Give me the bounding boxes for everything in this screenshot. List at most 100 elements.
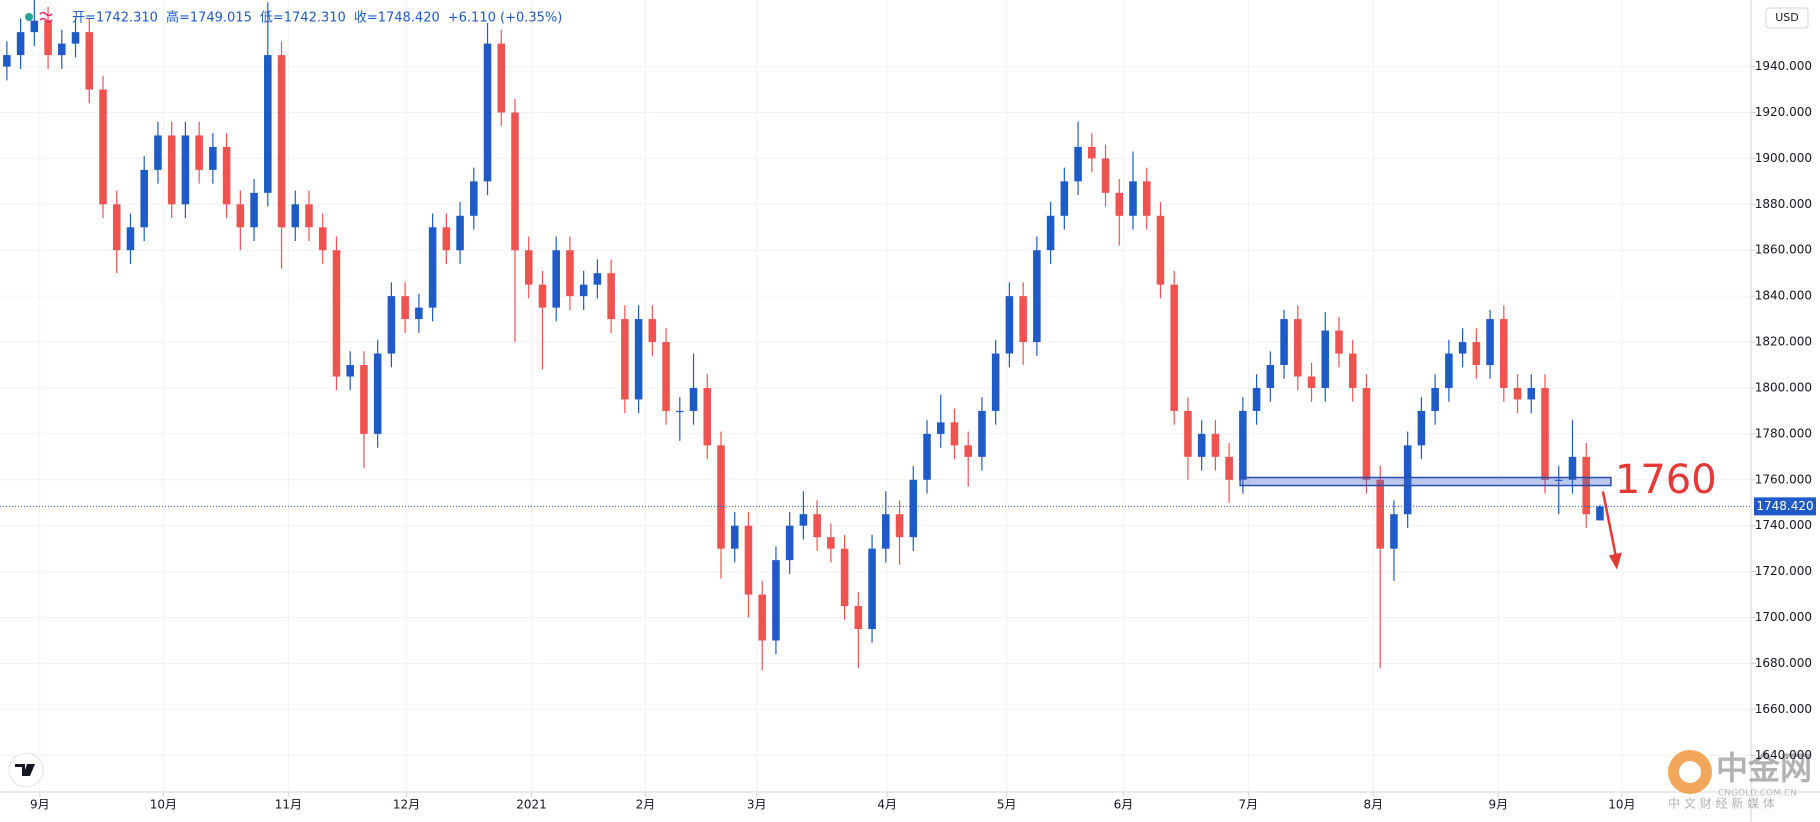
candle-body <box>676 410 684 413</box>
candle-body <box>868 548 876 630</box>
x-tick-label: 12月 <box>393 798 420 812</box>
ohlc-item: 开=1742.310 <box>72 11 158 26</box>
candle-body <box>277 55 286 228</box>
arrow-shaft <box>1601 491 1619 562</box>
x-tick-label: 7月 <box>1239 798 1259 812</box>
candle-body <box>785 525 794 561</box>
status-dot <box>25 13 33 21</box>
candle-body <box>978 410 986 457</box>
candle-body <box>607 273 615 320</box>
candle-body <box>1321 330 1330 388</box>
candle-body <box>854 606 863 630</box>
candle-body <box>140 169 148 228</box>
candle-body <box>1458 342 1467 354</box>
candle-body <box>813 514 821 538</box>
currency-box[interactable] <box>1765 7 1809 29</box>
candle-body <box>318 227 327 251</box>
y-tick-label: 1740.000 <box>1755 518 1812 532</box>
candle-body <box>689 387 698 411</box>
candle-body <box>1225 456 1233 480</box>
candle-body <box>99 89 107 205</box>
x-tick-label: 8月 <box>1364 798 1384 812</box>
candle-body <box>1362 387 1371 480</box>
candle-body <box>1431 387 1439 411</box>
y-tick-label: 1840.000 <box>1755 289 1812 303</box>
price-zone <box>1239 476 1612 487</box>
watermark-slogan: 中 文 财 经 新 媒 体 <box>1668 796 1775 811</box>
y-tick-label: 1640.000 <box>1755 748 1812 762</box>
candle-body <box>1156 215 1165 285</box>
candle-body <box>1115 192 1124 216</box>
candle-body <box>1417 410 1426 446</box>
candle-body <box>85 32 94 90</box>
x-tick-label: 10月 <box>150 798 177 812</box>
candle-body <box>58 43 66 56</box>
candle-body <box>1294 319 1302 377</box>
candle-body <box>1472 342 1481 366</box>
candle-body <box>16 32 25 56</box>
candle-body <box>1500 319 1508 388</box>
candle-body <box>1348 353 1357 388</box>
watermark-site: CNGOLD.COM.CN <box>1718 789 1797 799</box>
candle-body <box>511 112 519 251</box>
x-tick-label: 2021 <box>516 798 547 812</box>
candle-body <box>648 319 657 343</box>
candle-body <box>772 560 780 641</box>
ohlc-item: 收=1748.420 <box>354 11 440 26</box>
candle-body <box>1211 433 1220 457</box>
candle-body <box>442 227 451 251</box>
candle-body <box>827 537 835 549</box>
candle-body <box>456 215 464 251</box>
y-tick-label: 1900.000 <box>1755 151 1812 165</box>
candle-body <box>1170 284 1178 411</box>
candle-body <box>1568 456 1577 480</box>
candle-body <box>621 319 629 400</box>
y-tick-label: 1720.000 <box>1755 564 1812 578</box>
candle-body <box>3 55 11 67</box>
candle-body <box>1376 479 1384 549</box>
candle-body <box>346 365 354 377</box>
candle-body <box>950 422 959 446</box>
candle-body <box>1142 181 1151 216</box>
candle-body <box>415 307 423 320</box>
candle-body <box>524 250 533 285</box>
candle-body <box>167 135 176 205</box>
candle-body <box>1596 506 1604 521</box>
candle-body <box>497 43 506 113</box>
candle-body <box>71 32 80 44</box>
candle-body <box>1019 296 1027 343</box>
candle-body <box>360 365 368 434</box>
candle-body <box>1088 146 1096 159</box>
tv-logo-mark <box>15 764 35 776</box>
candle-body <box>936 422 945 434</box>
candle-body <box>703 387 712 446</box>
candle-body <box>717 445 725 549</box>
candle-body <box>1239 410 1247 480</box>
candle-body <box>909 479 918 538</box>
candle-body <box>1252 387 1261 411</box>
x-tick-label: 3月 <box>747 798 767 812</box>
candle-body <box>209 146 217 170</box>
candle-body <box>1266 365 1275 388</box>
candle-body <box>579 284 588 297</box>
ohlc-item: 低=1742.310 <box>260 11 346 26</box>
ohlc-item: +6.110 (+0.35%) <box>448 11 563 26</box>
ohlc-item: 高=1749.015 <box>166 10 252 26</box>
y-tick-label: 1660.000 <box>1755 702 1812 716</box>
candle-body <box>44 20 52 56</box>
candle-body <box>30 20 39 33</box>
candle-body <box>483 43 492 182</box>
candle-body <box>1197 433 1206 457</box>
arrow-head <box>1608 552 1622 570</box>
candle-body <box>428 227 437 308</box>
candle-body <box>1403 445 1412 515</box>
candle-body <box>332 250 341 377</box>
candle-body <box>593 273 602 285</box>
y-tick-label: 1760.000 <box>1755 472 1812 486</box>
candle-body <box>1033 250 1041 343</box>
y-tick-label: 1940.000 <box>1755 59 1812 73</box>
candle-body <box>1307 376 1316 388</box>
candle-body <box>1060 181 1069 216</box>
